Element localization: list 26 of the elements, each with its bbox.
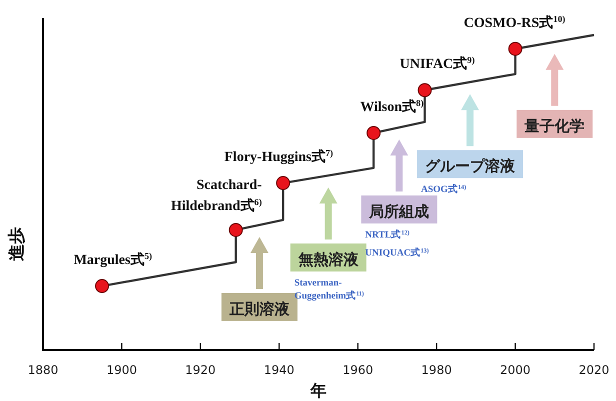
- annotation: Margules式$^{5)}$: [74, 251, 152, 268]
- x-tick-label: 1880: [28, 363, 58, 377]
- x-tick-label: 1940: [264, 363, 294, 377]
- annotation: 正則溶液: [228, 300, 290, 318]
- annotation: COSMO-RS式$^{10)}$: [464, 14, 566, 31]
- annotation: 量子化学: [524, 116, 585, 135]
- x-tick-label: 1900: [106, 363, 137, 377]
- point: [508, 42, 522, 56]
- y-axis-title: 進歩: [7, 227, 27, 261]
- x-tick-label: 1920: [185, 363, 216, 377]
- annotation: UNIFAC式$^{9)}$: [400, 55, 475, 72]
- annotation: グループ溶液 ASOG式$^{14)}$: [421, 157, 516, 196]
- point: [366, 126, 381, 140]
- annotation: Scatchard-Hildebrand式$^{6)}$: [171, 178, 262, 214]
- point: [95, 279, 110, 294]
- annotation: Wilson式$^{8)}$: [360, 98, 424, 115]
- x-tick-label: 1980: [421, 363, 452, 377]
- point: [418, 83, 432, 98]
- point: [276, 176, 290, 190]
- x-axis-title: 年: [310, 381, 326, 400]
- text: 局所組成 NRTL式$^{12)}$ UNIQUAC式$^{13)}$: [365, 202, 430, 258]
- x-tick-label: 2020: [578, 363, 610, 377]
- point: [228, 222, 243, 237]
- annotation: Flory-Huggins式$^{7)}$: [224, 148, 334, 166]
- x-tick-label: 1960: [342, 363, 374, 377]
- x-tick-label: 2000: [500, 363, 531, 377]
